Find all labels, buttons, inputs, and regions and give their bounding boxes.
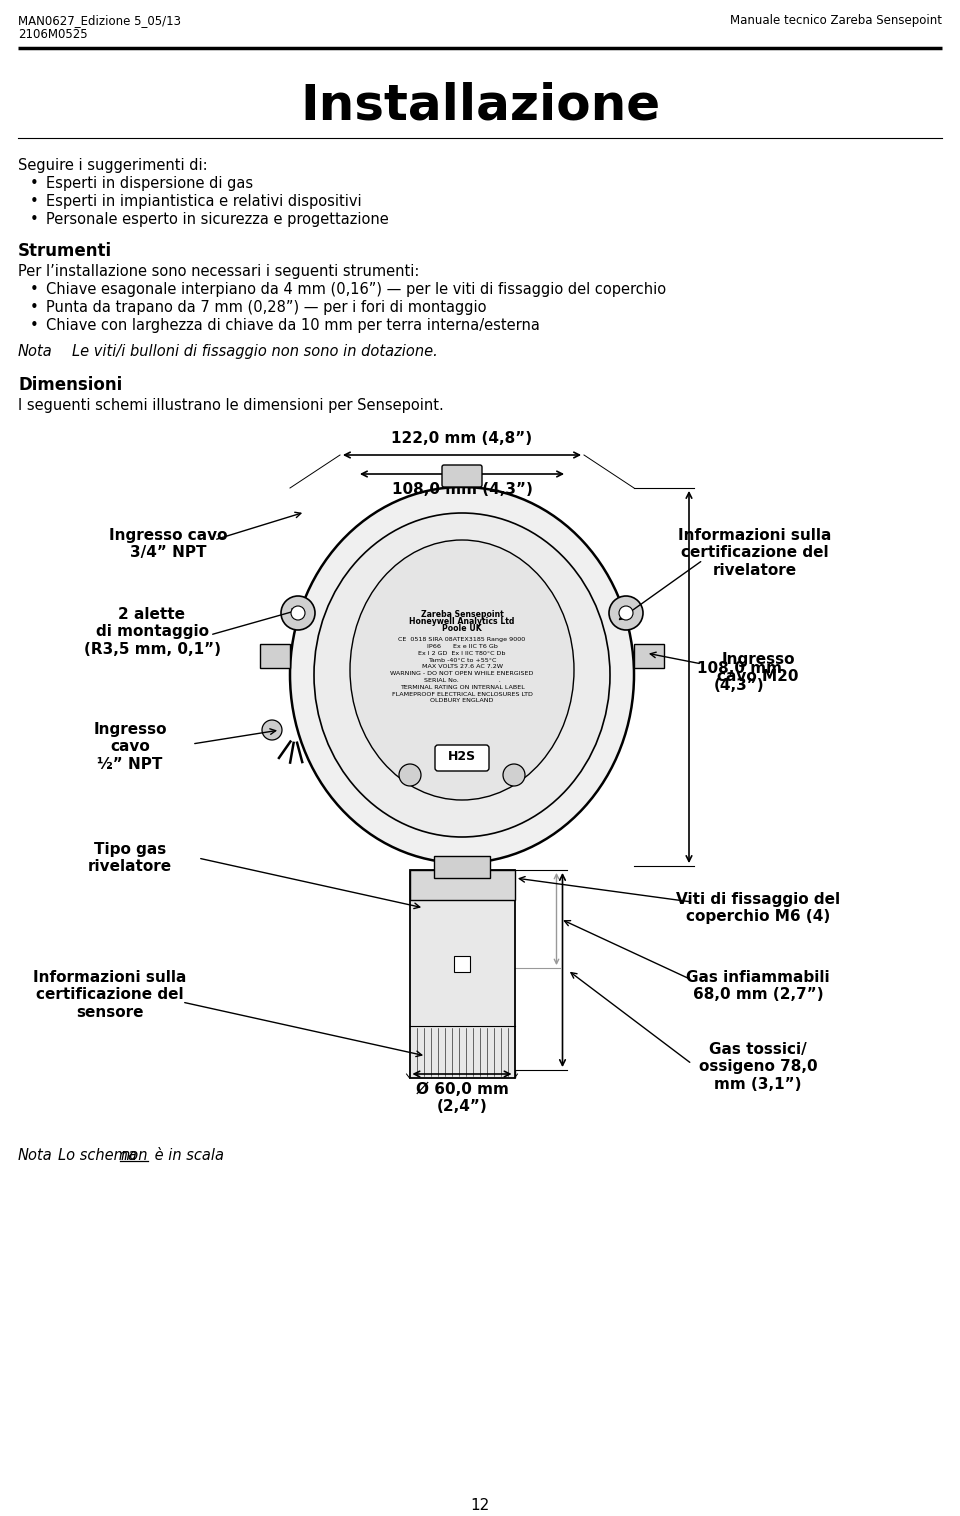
Text: Per l’installazione sono necessari i seguenti strumenti:: Per l’installazione sono necessari i seg… — [18, 264, 420, 279]
Text: •: • — [30, 194, 38, 209]
Text: Viti di fissaggio del
coperchio M6 (4): Viti di fissaggio del coperchio M6 (4) — [676, 891, 840, 925]
Text: Poole UK: Poole UK — [443, 623, 482, 632]
Text: Installazione: Installazione — [300, 80, 660, 129]
Text: •: • — [30, 176, 38, 191]
Text: Chiave con larghezza di chiave da 10 mm per terra interna/esterna: Chiave con larghezza di chiave da 10 mm … — [46, 318, 540, 334]
Text: Ex I 2 GD  Ex I IIC T80°C Db: Ex I 2 GD Ex I IIC T80°C Db — [419, 650, 506, 656]
Text: 2 alette
di montaggio
(R3,5 mm, 0,1”): 2 alette di montaggio (R3,5 mm, 0,1”) — [84, 606, 221, 656]
Ellipse shape — [503, 764, 525, 785]
Text: IP66      Ex e IIC T6 Gb: IP66 Ex e IIC T6 Gb — [426, 644, 497, 649]
Text: Le viti/i bulloni di fissaggio non sono in dotazione.: Le viti/i bulloni di fissaggio non sono … — [72, 344, 438, 359]
Text: FLAMEPROOF ELECTRICAL ENCLOSURES LTD: FLAMEPROOF ELECTRICAL ENCLOSURES LTD — [392, 691, 533, 696]
Text: Informazioni sulla
certificazione del
sensore: Informazioni sulla certificazione del se… — [34, 970, 186, 1020]
Bar — [454, 955, 470, 972]
Text: Informazioni sulla
certificazione del
rivelatore: Informazioni sulla certificazione del ri… — [679, 528, 831, 578]
Ellipse shape — [609, 596, 643, 631]
Text: Nota: Nota — [18, 1148, 53, 1163]
Text: Seguire i suggerimenti di:: Seguire i suggerimenti di: — [18, 158, 207, 173]
Text: WARNING - DO NOT OPEN WHILE ENERGISED: WARNING - DO NOT OPEN WHILE ENERGISED — [391, 672, 534, 676]
Ellipse shape — [350, 540, 574, 800]
Text: Manuale tecnico Zareba Sensepoint: Manuale tecnico Zareba Sensepoint — [730, 14, 942, 27]
Text: Tipo gas
rivelatore: Tipo gas rivelatore — [88, 841, 172, 875]
Text: Dimensioni: Dimensioni — [18, 376, 122, 394]
Bar — [410, 870, 515, 1078]
Ellipse shape — [399, 764, 421, 785]
Text: Gas infiammabili
68,0 mm (2,7”): Gas infiammabili 68,0 mm (2,7”) — [686, 970, 829, 1002]
Text: MAX VOLTS 27.6 AC 7.2W: MAX VOLTS 27.6 AC 7.2W — [421, 664, 502, 670]
Ellipse shape — [281, 596, 315, 631]
Text: I seguenti schemi illustrano le dimensioni per Sensepoint.: I seguenti schemi illustrano le dimensio… — [18, 399, 444, 412]
Bar — [634, 644, 664, 669]
Text: Personale esperto in sicurezza e progettazione: Personale esperto in sicurezza e progett… — [46, 212, 389, 227]
Text: Nota: Nota — [18, 344, 53, 359]
Text: Ingresso cavo
3/4” NPT: Ingresso cavo 3/4” NPT — [108, 528, 228, 561]
Text: •: • — [30, 300, 38, 315]
Text: Strumenti: Strumenti — [18, 243, 112, 261]
Text: non: non — [120, 1148, 148, 1163]
Text: MAN0627_Edizione 5_05/13: MAN0627_Edizione 5_05/13 — [18, 14, 181, 27]
Text: 122,0 mm (4,8”): 122,0 mm (4,8”) — [392, 431, 533, 446]
Text: •: • — [30, 282, 38, 297]
Text: Zareba Sensepoint: Zareba Sensepoint — [420, 609, 503, 619]
Text: Lo schema: Lo schema — [58, 1148, 141, 1163]
Text: Gas tossici/
ossigeno 78,0
mm (3,1”): Gas tossici/ ossigeno 78,0 mm (3,1”) — [699, 1041, 817, 1092]
Text: Punta da trapano da 7 mm (0,28”) — per i fori di montaggio: Punta da trapano da 7 mm (0,28”) — per i… — [46, 300, 487, 315]
Text: OLDBURY ENGLAND: OLDBURY ENGLAND — [430, 699, 493, 703]
Text: Ø 60,0 mm
(2,4”): Ø 60,0 mm (2,4”) — [416, 1082, 509, 1114]
Text: Tamb -40°C to +55°C: Tamb -40°C to +55°C — [428, 658, 496, 662]
Text: Chiave esagonale interpiano da 4 mm (0,16”) — per le viti di fissaggio del coper: Chiave esagonale interpiano da 4 mm (0,1… — [46, 282, 666, 297]
FancyBboxPatch shape — [442, 465, 482, 487]
Bar — [260, 644, 290, 669]
Ellipse shape — [290, 487, 634, 863]
Text: Esperti in dispersione di gas: Esperti in dispersione di gas — [46, 176, 253, 191]
Ellipse shape — [314, 512, 610, 837]
Text: Esperti in impiantistica e relativi dispositivi: Esperti in impiantistica e relativi disp… — [46, 194, 362, 209]
Ellipse shape — [619, 606, 633, 620]
Text: 12: 12 — [470, 1498, 490, 1513]
Text: 2106M0525: 2106M0525 — [18, 27, 87, 41]
Text: TERMINAL RATING ON INTERNAL LABEL: TERMINAL RATING ON INTERNAL LABEL — [399, 685, 524, 690]
Text: è in scala: è in scala — [150, 1148, 224, 1163]
Ellipse shape — [262, 720, 282, 740]
FancyBboxPatch shape — [435, 744, 489, 772]
Ellipse shape — [291, 606, 305, 620]
Text: Ingresso
cavo M20: Ingresso cavo M20 — [717, 652, 799, 684]
Text: Ingresso
cavo
½” NPT: Ingresso cavo ½” NPT — [93, 722, 167, 772]
Text: SERIAL No.                    .: SERIAL No. . — [423, 678, 500, 684]
Text: Honeywell Analytics Ltd: Honeywell Analytics Ltd — [409, 617, 515, 626]
Text: 108,0 mm
(4,3”): 108,0 mm (4,3”) — [697, 661, 782, 693]
Text: CE  0518 SIRA 08ATEX3185 Range 9000: CE 0518 SIRA 08ATEX3185 Range 9000 — [398, 637, 526, 643]
Text: •: • — [30, 212, 38, 227]
Text: •: • — [30, 318, 38, 334]
Text: 108,0 mm (4,3”): 108,0 mm (4,3”) — [392, 482, 533, 497]
Text: H2S: H2S — [448, 750, 476, 764]
Bar — [410, 870, 515, 901]
Bar — [434, 857, 490, 878]
